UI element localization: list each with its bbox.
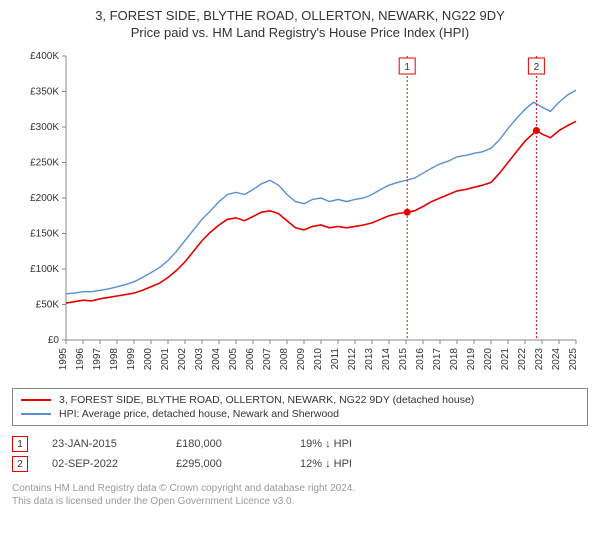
x-tick-label: 2025 — [568, 348, 579, 371]
legend-row: HPI: Average price, detached house, Newa… — [21, 407, 579, 421]
marker-table-row: 2 02-SEP-2022 £295,000 12% ↓ HPI — [12, 454, 588, 474]
legend-swatch — [21, 399, 51, 401]
line-chart-svg: £0 £50K £100K £150K £200K £250K £300K £350K £400… — [12, 48, 588, 378]
x-tick-label: 2023 — [534, 348, 545, 371]
footnote-line-2: This data is licensed under the Open Gov… — [12, 495, 588, 508]
x-tick-label: 2001 — [160, 348, 171, 371]
title-block: 3, FOREST SIDE, BLYTHE ROAD, OLLERTON, N… — [12, 8, 588, 40]
marker-delta: 19% ↓ HPI — [300, 438, 400, 450]
x-tick-label: 2013 — [364, 348, 375, 371]
y-tick-label: £200K — [30, 193, 59, 204]
x-tick-label: 1996 — [75, 348, 86, 371]
legend-label: HPI: Average price, detached house, Newa… — [59, 408, 339, 420]
y-tick-label: £150K — [30, 229, 59, 240]
x-tick-label: 2021 — [500, 348, 511, 371]
sale-marker-number: 1 — [404, 62, 410, 73]
x-tick-label: 2017 — [432, 348, 443, 371]
y-tick-label: £0 — [48, 335, 60, 346]
y-tick-label: £350K — [30, 87, 59, 98]
y-tick-label: £400K — [30, 51, 59, 62]
x-tick-label: 2014 — [381, 348, 392, 371]
x-tick-label: 2010 — [313, 348, 324, 371]
marker-table-row: 1 23-JAN-2015 £180,000 19% ↓ HPI — [12, 434, 588, 454]
marker-price: £180,000 — [176, 438, 276, 450]
legend-label: 3, FOREST SIDE, BLYTHE ROAD, OLLERTON, N… — [59, 394, 474, 406]
sale-marker-number: 2 — [534, 62, 540, 73]
footnote-line-1: Contains HM Land Registry data © Crown c… — [12, 482, 588, 495]
x-tick-label: 2012 — [347, 348, 358, 371]
marker-date: 23-JAN-2015 — [52, 438, 152, 450]
y-tick-label: £300K — [30, 122, 59, 133]
marker-date: 02-SEP-2022 — [52, 458, 152, 470]
x-tick-label: 1995 — [58, 348, 69, 371]
x-tick-label: 2005 — [228, 348, 239, 371]
x-tick-label: 2006 — [245, 348, 256, 371]
x-tick-label: 2003 — [194, 348, 205, 371]
x-tick-label: 2024 — [551, 348, 562, 371]
title-subtitle: Price paid vs. HM Land Registry's House … — [12, 25, 588, 40]
series-property — [66, 121, 576, 303]
x-tick-label: 2002 — [177, 348, 188, 371]
y-tick-label: £50K — [36, 300, 60, 311]
x-tick-label: 1997 — [92, 348, 103, 371]
marker-index-box: 1 — [12, 436, 28, 452]
chart-container: 3, FOREST SIDE, BLYTHE ROAD, OLLERTON, N… — [0, 0, 600, 516]
x-tick-label: 2000 — [143, 348, 154, 371]
legend-box: 3, FOREST SIDE, BLYTHE ROAD, OLLERTON, N… — [12, 388, 588, 426]
x-tick-label: 2016 — [415, 348, 426, 371]
x-tick-label: 2022 — [517, 348, 528, 371]
x-tick-label: 2019 — [466, 348, 477, 371]
chart-area: £0 £50K £100K £150K £200K £250K £300K £350K £400… — [12, 48, 588, 378]
y-tick-label: £250K — [30, 158, 59, 169]
x-tick-label: 2007 — [262, 348, 273, 371]
sale-markers-table: 1 23-JAN-2015 £180,000 19% ↓ HPI 2 02-SEP-202… — [12, 434, 588, 474]
series-hpi — [66, 90, 576, 294]
x-tick-label: 2004 — [211, 348, 222, 371]
marker-index-box: 2 — [12, 456, 28, 472]
x-tick-label: 1998 — [109, 348, 120, 371]
marker-delta: 12% ↓ HPI — [300, 458, 400, 470]
y-tick-label: £100K — [30, 264, 59, 275]
sale-marker-dot — [533, 127, 540, 134]
x-tick-label: 2009 — [296, 348, 307, 371]
legend-swatch — [21, 413, 51, 415]
x-tick-label: 2011 — [330, 348, 341, 370]
x-tick-label: 2008 — [279, 348, 290, 371]
x-tick-label: 2020 — [483, 348, 494, 371]
title-address: 3, FOREST SIDE, BLYTHE ROAD, OLLERTON, N… — [12, 8, 588, 23]
legend-row: 3, FOREST SIDE, BLYTHE ROAD, OLLERTON, N… — [21, 393, 579, 407]
marker-price: £295,000 — [176, 458, 276, 470]
x-tick-label: 1999 — [126, 348, 137, 371]
x-tick-label: 2018 — [449, 348, 460, 371]
sale-marker-dot — [404, 209, 411, 216]
x-tick-label: 2015 — [398, 348, 409, 371]
footnote: Contains HM Land Registry data © Crown c… — [12, 482, 588, 508]
